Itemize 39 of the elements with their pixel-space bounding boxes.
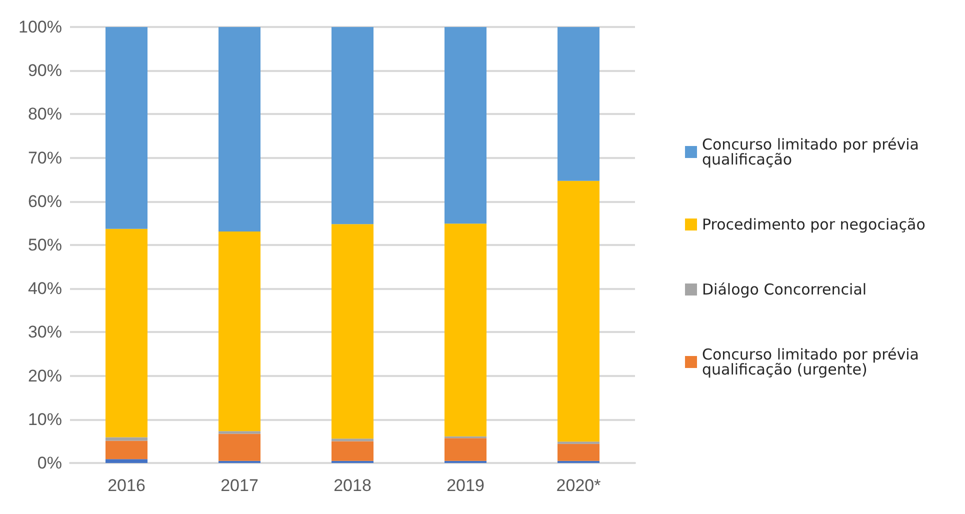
- x-tick-label: 2018: [334, 476, 372, 495]
- y-tick-label: 70%: [28, 148, 62, 168]
- legend-label: Diálogo Concorrencial: [702, 280, 867, 298]
- bar: [332, 224, 374, 439]
- bar: [218, 431, 260, 434]
- x-tick-label: 2019: [446, 476, 484, 495]
- bar: [558, 180, 600, 442]
- y-tick-label: 50%: [28, 236, 62, 254]
- bar: [218, 231, 260, 432]
- bar: [106, 437, 148, 441]
- legend-label: Concurso limitado por prévia qualificação: [702, 136, 924, 168]
- legend-label: Concurso limitado por prévia qualificação (urgente): [702, 346, 924, 378]
- bar: [218, 27, 260, 232]
- bar: [106, 459, 148, 463]
- x-tick-label: 2017: [220, 476, 258, 495]
- y-tick-label: 0%: [37, 454, 62, 472]
- bar: [558, 27, 600, 181]
- y-tick-label: 40%: [28, 279, 62, 298]
- y-tick-label: 30%: [28, 322, 62, 342]
- bar: [444, 224, 486, 436]
- bar: [218, 434, 260, 461]
- bar: [106, 440, 148, 460]
- bar: [558, 444, 600, 461]
- x-tick-label: 2020*: [556, 476, 602, 495]
- bar: [332, 438, 374, 442]
- y-tick-label: 100%: [18, 18, 62, 36]
- x-tick-label: 2016: [108, 476, 146, 495]
- y-tick-label: 20%: [28, 366, 62, 386]
- y-tick-label: 60%: [28, 192, 62, 211]
- bar: [106, 27, 148, 229]
- bar: [332, 27, 374, 224]
- bar: [444, 438, 486, 461]
- bar: [332, 441, 374, 461]
- bar: [444, 27, 486, 224]
- bar: [106, 228, 148, 438]
- y-tick-label: 90%: [28, 61, 62, 80]
- y-tick-label: 80%: [28, 104, 62, 124]
- legend-label: Procedimento por negociação: [702, 216, 926, 234]
- y-tick-label: 10%: [28, 410, 62, 429]
